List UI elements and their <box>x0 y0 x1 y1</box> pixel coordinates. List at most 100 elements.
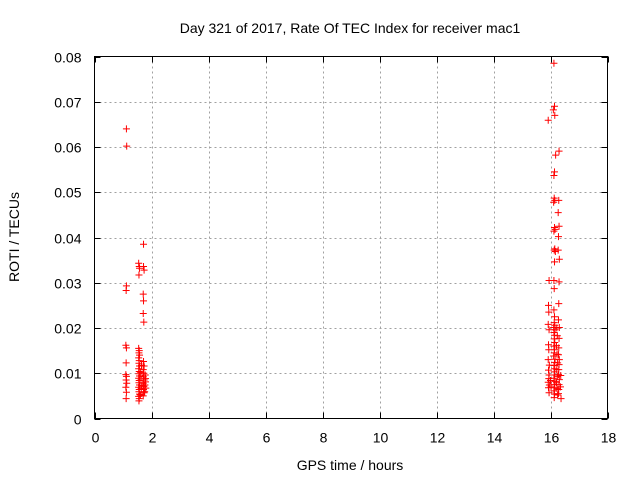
data-point <box>549 106 557 114</box>
data-point <box>136 391 144 399</box>
data-point <box>545 366 553 374</box>
axis-ticks <box>94 56 609 420</box>
x-tick-label: 6 <box>263 430 271 446</box>
data-point <box>555 222 563 230</box>
data-point <box>555 334 563 342</box>
x-tick-label: 14 <box>487 430 503 446</box>
x-axis-label: GPS time / hours <box>297 457 404 473</box>
x-tick-label: 2 <box>149 430 157 446</box>
data-point <box>550 172 558 180</box>
data-point <box>135 271 143 279</box>
data-point <box>141 381 149 389</box>
data-point <box>139 290 147 298</box>
x-tick-label: 0 <box>92 430 100 446</box>
data-point <box>140 318 148 326</box>
data-point <box>550 258 558 266</box>
x-tick-label: 8 <box>320 430 328 446</box>
x-tick-label: 18 <box>601 430 617 446</box>
data-point <box>550 352 558 360</box>
data-point <box>139 366 147 374</box>
data-point <box>544 320 552 328</box>
y-tick-label: 0.01 <box>54 366 81 382</box>
data-point <box>136 264 144 272</box>
data-point <box>553 385 561 393</box>
data-point <box>140 240 148 248</box>
data-point <box>140 297 148 305</box>
data-point <box>550 306 558 314</box>
data-point <box>123 142 131 150</box>
y-tick-label: 0.04 <box>54 231 81 247</box>
tick-labels: 0 2 4 6 8 10 12 14 16 18 0 0.01 0.02 0.03 0.04 0.05 0.06… <box>54 50 616 446</box>
data-point <box>554 351 562 359</box>
y-tick-label: 0.06 <box>54 140 81 156</box>
grid <box>94 56 608 419</box>
data-point <box>545 301 553 309</box>
data-point <box>122 376 130 384</box>
data-point <box>123 379 131 387</box>
data-points <box>122 59 565 405</box>
data-point <box>555 196 563 204</box>
data-point <box>550 59 558 67</box>
data-point <box>135 259 143 267</box>
data-point <box>135 397 143 405</box>
data-point <box>550 349 558 357</box>
data-point <box>554 246 562 254</box>
data-point <box>554 390 562 398</box>
data-point <box>550 198 558 206</box>
data-point <box>140 376 148 384</box>
data-point <box>555 147 563 155</box>
data-point <box>122 286 130 294</box>
data-point <box>544 356 552 364</box>
data-point <box>551 338 559 346</box>
data-point <box>554 391 562 399</box>
data-point <box>140 389 148 397</box>
data-point <box>552 151 560 159</box>
chart-title: Day 321 of 2017, Rate Of TEC Index for r… <box>180 20 521 36</box>
data-point <box>122 344 130 352</box>
data-point <box>554 209 562 217</box>
x-tick-label: 4 <box>206 430 214 446</box>
y-axis-label: ROTI / TECUs <box>6 192 22 282</box>
data-point <box>551 111 559 119</box>
data-point <box>550 285 558 293</box>
data-point <box>140 362 148 370</box>
y-tick-label: 0 <box>74 412 82 428</box>
data-point <box>142 375 150 383</box>
data-point <box>550 362 558 370</box>
data-point <box>550 313 558 321</box>
data-point <box>122 125 130 133</box>
data-point <box>554 316 562 324</box>
data-point <box>122 383 130 391</box>
data-point <box>550 168 558 176</box>
data-point <box>140 262 148 270</box>
y-tick-label: 0.08 <box>54 50 81 66</box>
data-point <box>557 372 565 380</box>
data-point <box>555 278 563 286</box>
y-tick-label: 0.05 <box>54 185 81 201</box>
y-tick-label: 0.03 <box>54 276 81 292</box>
y-tick-label: 0.02 <box>54 321 81 337</box>
data-point <box>545 389 553 397</box>
data-point <box>555 300 563 308</box>
x-tick-label: 16 <box>544 430 560 446</box>
x-tick-label: 10 <box>373 430 389 446</box>
data-point <box>550 374 558 382</box>
data-point <box>544 116 552 124</box>
data-point <box>554 359 562 367</box>
data-point <box>550 276 558 284</box>
data-point <box>141 388 149 396</box>
data-point <box>140 266 148 274</box>
data-point <box>139 310 147 318</box>
data-point <box>139 392 147 400</box>
data-point <box>555 344 563 352</box>
data-point <box>550 224 558 232</box>
data-point <box>550 102 558 110</box>
data-point <box>122 388 130 396</box>
data-point <box>122 359 130 367</box>
data-point <box>140 357 148 365</box>
data-point <box>545 308 553 316</box>
y-tick-label: 0.07 <box>54 95 81 111</box>
plot-frame <box>94 56 608 419</box>
x-tick-label: 12 <box>430 430 446 446</box>
